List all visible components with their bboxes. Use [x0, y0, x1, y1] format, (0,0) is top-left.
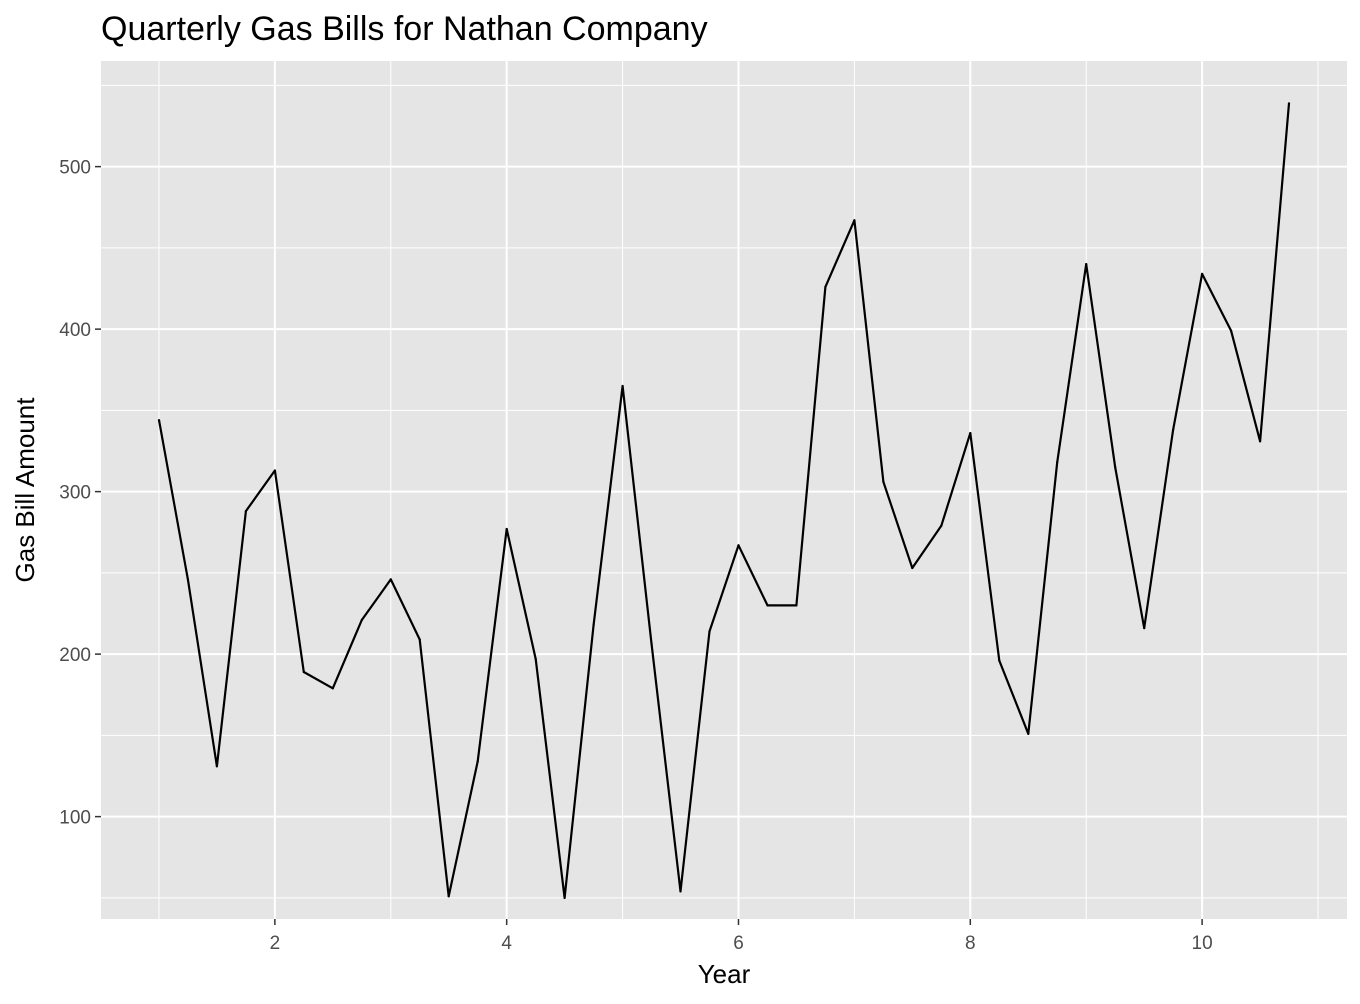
data-point — [1085, 263, 1088, 266]
data-point — [244, 510, 247, 513]
y-tick-label: 300 — [59, 483, 91, 504]
x-tick-label: 4 — [501, 933, 512, 954]
data-point — [1056, 461, 1059, 464]
data-point — [795, 604, 798, 607]
data-point — [418, 638, 421, 641]
data-point — [824, 285, 827, 288]
x-axis-title: Year — [698, 959, 751, 989]
data-point — [534, 657, 537, 661]
data-point — [476, 760, 479, 763]
gridlines — [101, 61, 1347, 919]
data-point — [592, 623, 595, 627]
data-point — [563, 896, 566, 900]
data-point — [998, 659, 1001, 662]
data-point — [708, 630, 711, 633]
data-point — [882, 480, 885, 483]
data-point — [331, 687, 334, 690]
data-point — [621, 384, 624, 388]
data-point — [853, 219, 856, 222]
data-point — [1230, 329, 1233, 332]
data-point — [186, 578, 189, 581]
x-tick-label: 6 — [733, 933, 744, 954]
series-line — [157, 103, 1291, 900]
y-tick-label: 200 — [59, 645, 91, 666]
chart-title: Quarterly Gas Bills for Nathan Company — [101, 10, 708, 48]
data-point — [1027, 732, 1030, 735]
data-point — [911, 566, 914, 570]
data-point — [679, 890, 682, 893]
data-point — [940, 524, 943, 527]
data-point — [360, 618, 363, 622]
data-point — [1259, 440, 1262, 443]
data-point — [505, 527, 508, 531]
data-point — [447, 895, 450, 898]
data-series — [157, 102, 1291, 900]
y-tick-label: 400 — [59, 320, 91, 341]
x-axis: 2 4 6 8 10 — [270, 919, 1213, 954]
y-axis: 100 200 300 400 500 — [59, 158, 101, 829]
data-point — [1172, 428, 1175, 431]
data-point — [157, 419, 161, 422]
data-point — [737, 544, 740, 547]
y-axis-title: Gas Bill Amount — [10, 397, 40, 583]
data-point — [389, 578, 392, 581]
data-point — [1114, 466, 1117, 469]
data-point — [1201, 272, 1204, 275]
data-point — [766, 604, 769, 607]
x-tick-label: 2 — [270, 933, 281, 954]
plot-panel — [101, 61, 1347, 919]
data-point — [1287, 102, 1291, 105]
data-point — [650, 643, 653, 646]
x-tick-label: 8 — [965, 933, 976, 954]
data-point — [302, 670, 305, 674]
y-tick-label: 500 — [59, 158, 91, 179]
data-point — [273, 469, 276, 472]
data-point — [215, 765, 218, 768]
y-tick-label: 100 — [59, 808, 91, 829]
data-point — [1143, 627, 1146, 630]
x-tick-label: 10 — [1192, 933, 1213, 954]
data-point — [969, 432, 972, 435]
